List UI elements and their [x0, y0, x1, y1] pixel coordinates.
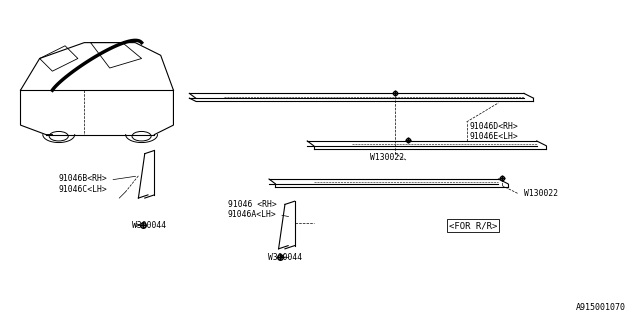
Text: 91046B<RH>
91046C<LH>: 91046B<RH> 91046C<LH>	[59, 174, 136, 194]
Text: W300044: W300044	[268, 253, 302, 262]
Text: <FOR R/R>: <FOR R/R>	[449, 221, 497, 230]
Text: W130022: W130022	[370, 153, 404, 162]
Text: W300044: W300044	[132, 221, 166, 230]
Text: 91046D<RH>
91046E<LH>: 91046D<RH> 91046E<LH>	[470, 122, 518, 141]
Text: A915001070: A915001070	[576, 303, 626, 312]
Text: W130022: W130022	[524, 189, 558, 198]
Text: 91046 <RH>
91046A<LH>: 91046 <RH> 91046A<LH>	[228, 200, 289, 219]
